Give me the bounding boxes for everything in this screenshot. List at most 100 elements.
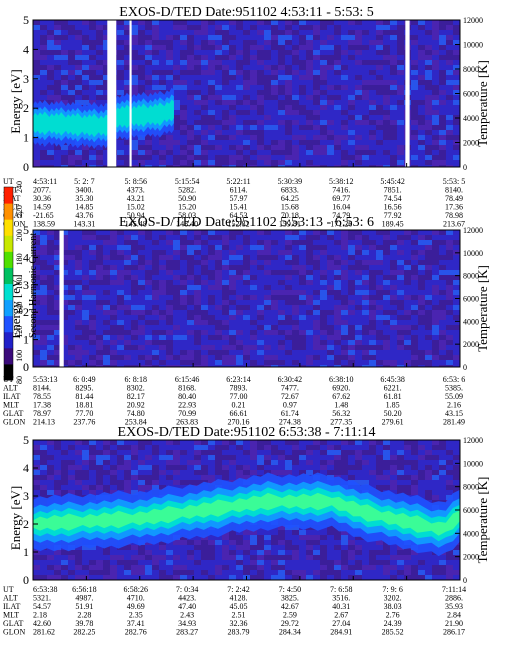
heatmap-cell: [117, 20, 124, 25]
heatmap-cell: [82, 335, 89, 340]
heatmap-cell: [138, 445, 145, 450]
heatmap-cell: [327, 255, 334, 260]
heatmap-cell: [187, 245, 194, 250]
heatmap-cell: [334, 135, 341, 140]
heatmap-cell: [194, 465, 201, 470]
heatmap-cell: [257, 440, 264, 445]
heatmap-cell: [215, 440, 222, 445]
heatmap-cell: [299, 530, 306, 535]
heatmap-cell: [446, 255, 453, 260]
heatmap-cell: [47, 165, 54, 167]
heatmap-cell: [222, 165, 229, 167]
heatmap-cell: [33, 70, 40, 75]
heatmap-cell: [201, 465, 208, 470]
heatmap-cell: [152, 285, 159, 290]
heatmap-cell: [40, 470, 47, 475]
heatmap-cell: [61, 575, 68, 580]
heatmap-cell: [243, 565, 250, 570]
heatmap-cell: [180, 335, 187, 340]
heatmap-cell: [187, 50, 194, 55]
heatmap-cell: [348, 265, 355, 270]
heatmap-cell: [103, 560, 110, 565]
heatmap-cell: [187, 90, 194, 95]
heatmap-cell: [250, 125, 257, 130]
heatmap-cell: [285, 120, 292, 125]
y2-tick-label: 4000: [463, 114, 479, 123]
heatmap-cell: [54, 20, 61, 25]
heatmap-cell: [271, 60, 278, 65]
heatmap-cell: [348, 125, 355, 130]
heatmap-cell: [341, 325, 348, 330]
heatmap-cell: [264, 270, 271, 275]
heatmap-cell: [187, 445, 194, 450]
heatmap-cell: [348, 105, 355, 110]
heatmap-cell: [159, 565, 166, 570]
heatmap-cell: [439, 310, 446, 315]
heatmap-cell: [215, 355, 222, 360]
heatmap-cell: [138, 355, 145, 360]
heatmap-cell: [327, 330, 334, 335]
heatmap-cell: [397, 60, 404, 65]
heatmap-cell: [425, 310, 432, 315]
heatmap-cell: [271, 240, 278, 245]
heatmap-cell: [222, 95, 229, 100]
heatmap-cell: [453, 310, 460, 315]
heatmap-cell: [264, 135, 271, 140]
heatmap-cell: [411, 295, 418, 300]
heatmap-cell: [418, 360, 425, 365]
heatmap-cell: [418, 275, 425, 280]
heatmap-cell: [411, 50, 418, 55]
table-cell: 50.94: [127, 211, 145, 220]
heatmap-cell: [47, 480, 54, 485]
heatmap-cell: [250, 45, 257, 50]
heatmap-cell: [320, 325, 327, 330]
heatmap-cell: [264, 295, 271, 300]
heatmap-cell: [292, 40, 299, 45]
heatmap-cell: [390, 120, 397, 125]
heatmap-cell: [152, 290, 159, 295]
heatmap-cell: [187, 105, 194, 110]
heatmap-cell: [285, 250, 292, 255]
heatmap-cell: [54, 325, 61, 330]
heatmap-cell: [180, 290, 187, 295]
heatmap-cell: [306, 160, 313, 165]
heatmap-cell: [138, 270, 145, 275]
heatmap-cell: [194, 460, 201, 465]
heatmap-cell: [250, 565, 257, 570]
heatmap-cell: [187, 565, 194, 570]
heatmap-cell: [299, 110, 306, 115]
heatmap-cell: [236, 570, 243, 575]
heatmap-cell: [411, 115, 418, 120]
heatmap-cell: [376, 50, 383, 55]
heatmap-cell: [341, 155, 348, 160]
heatmap-cell: [89, 475, 96, 480]
heatmap-cell: [33, 565, 40, 570]
heatmap-cell: [453, 20, 460, 25]
heatmap-cell: [47, 280, 54, 285]
heatmap-cell: [82, 575, 89, 580]
table-cell: 7477.: [281, 384, 299, 393]
heatmap-cell: [306, 125, 313, 130]
heatmap-cell: [439, 340, 446, 345]
heatmap-cell: [425, 165, 432, 167]
heatmap-cell: [292, 310, 299, 315]
heatmap-cell: [236, 320, 243, 325]
heatmap-cell: [299, 75, 306, 80]
heatmap-cell: [222, 285, 229, 290]
heatmap-cell: [341, 125, 348, 130]
heatmap-cell: [96, 295, 103, 300]
table-cell: 18.81: [75, 401, 93, 410]
heatmap-cell: [194, 150, 201, 155]
heatmap-cell: [124, 365, 131, 367]
heatmap-cell: [82, 555, 89, 560]
heatmap-cell: [180, 145, 187, 150]
heatmap-cell: [264, 465, 271, 470]
heatmap-cell: [54, 145, 61, 150]
heatmap-cell: [292, 130, 299, 135]
table-cell: 43.76: [75, 211, 93, 220]
heatmap-cell: [229, 445, 236, 450]
table-cell: 17.36: [445, 203, 463, 212]
heatmap-cell: [264, 445, 271, 450]
heatmap-cell: [82, 150, 89, 155]
heatmap-cell: [397, 90, 404, 95]
